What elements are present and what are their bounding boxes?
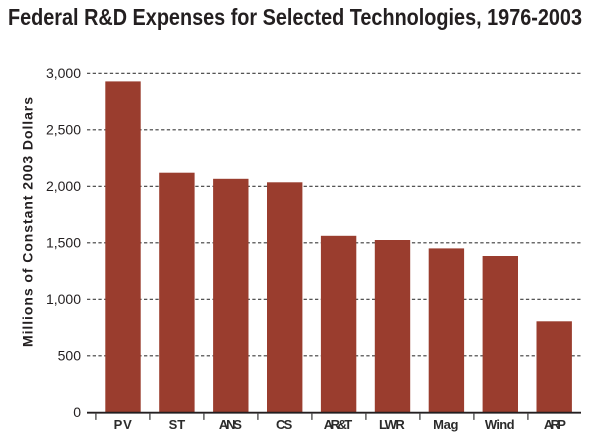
svg-text:Wind: Wind: [485, 417, 515, 432]
svg-text:Mag: Mag: [433, 417, 458, 432]
svg-text:Millions of Constant 2003 Doll: Millions of Constant 2003 Dollars: [20, 97, 36, 347]
svg-text:ST: ST: [169, 417, 186, 432]
svg-text:3,000: 3,000: [46, 65, 81, 81]
svg-text:LWR: LWR: [379, 417, 405, 432]
svg-text:CS: CS: [276, 417, 293, 432]
svg-text:2,000: 2,000: [46, 178, 81, 194]
svg-text:1,500: 1,500: [46, 235, 81, 251]
svg-text:ANS: ANS: [219, 417, 242, 432]
svg-text:2,500: 2,500: [46, 122, 81, 138]
svg-text:500: 500: [58, 348, 82, 364]
svg-text:AR&T: AR&T: [324, 417, 353, 432]
svg-text:Federal R&D Expenses for Selec: Federal R&D Expenses for Selected Techno…: [8, 4, 582, 30]
svg-text:PV: PV: [114, 417, 133, 432]
svg-text:ARP: ARP: [544, 417, 566, 432]
svg-text:1,000: 1,000: [46, 291, 81, 307]
svg-text:0: 0: [73, 404, 81, 420]
